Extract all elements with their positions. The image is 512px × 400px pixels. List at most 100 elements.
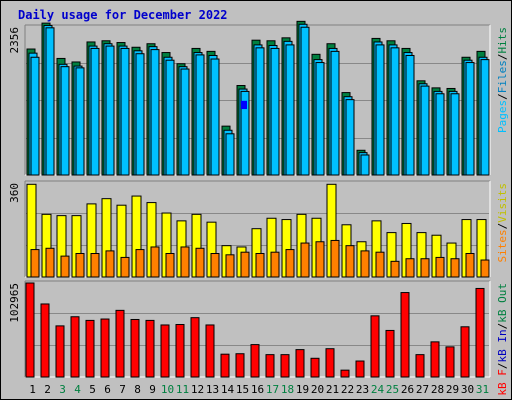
x-tick-label: 24 bbox=[371, 383, 385, 396]
sites-bar bbox=[390, 260, 400, 278]
kbytes-bar bbox=[115, 309, 125, 378]
kbytes-bar bbox=[235, 353, 245, 378]
sites-bar bbox=[255, 253, 265, 278]
sites-bar bbox=[195, 247, 205, 278]
sites-bar bbox=[435, 256, 445, 278]
pages-bar bbox=[465, 62, 475, 176]
legend-kbytes-part: kB Out bbox=[496, 283, 509, 323]
legend-kbytes-part: kB F bbox=[496, 369, 509, 396]
kbytes-bar bbox=[130, 318, 140, 378]
kbytes-bar bbox=[385, 329, 395, 378]
pages-bar bbox=[300, 26, 310, 176]
x-tick-label: 16 bbox=[251, 383, 264, 396]
x-tick-label: 4 bbox=[74, 383, 81, 396]
kbytes-bar bbox=[415, 354, 425, 378]
x-tick-label: 8 bbox=[134, 383, 141, 396]
kbytes-bar bbox=[205, 324, 215, 378]
sites-bar bbox=[225, 254, 235, 278]
kbytes-bar bbox=[190, 317, 200, 378]
pages-bar bbox=[225, 133, 235, 176]
kbytes-bar bbox=[250, 344, 260, 378]
kbytes-bar bbox=[40, 303, 50, 378]
x-tick-label: 27 bbox=[416, 383, 429, 396]
legend-kbytes-part: / bbox=[496, 323, 509, 330]
x-tick-label: 10 bbox=[161, 383, 174, 396]
chart-bars bbox=[25, 20, 490, 378]
sites-bar bbox=[60, 255, 70, 278]
pages-bar bbox=[105, 45, 115, 176]
sites-bar bbox=[165, 253, 175, 278]
max-label-hits: 2356 bbox=[8, 27, 21, 54]
x-tick-label: 20 bbox=[311, 383, 324, 396]
x-tick-label: 25 bbox=[386, 383, 399, 396]
pages-bar bbox=[480, 59, 490, 176]
legend-visits-part: / bbox=[496, 223, 509, 230]
kbytes-bar bbox=[340, 369, 350, 378]
kbytes-bar bbox=[220, 353, 230, 378]
kbytes-bar bbox=[460, 326, 470, 378]
legend-kbytes-part: / bbox=[496, 363, 509, 370]
kbytes-bar bbox=[325, 348, 335, 378]
sites-bar bbox=[420, 258, 430, 278]
pages-bar bbox=[195, 54, 205, 176]
sites-bar bbox=[330, 239, 340, 278]
x-tick-label: 15 bbox=[236, 383, 249, 396]
pages-bar bbox=[60, 66, 70, 176]
sites-bar bbox=[75, 253, 85, 278]
x-tick-label: 26 bbox=[401, 383, 414, 396]
max-label-kbytes: 102965 bbox=[8, 283, 21, 323]
kbytes-bar bbox=[100, 318, 110, 378]
sites-bar bbox=[480, 259, 490, 278]
pages-bar bbox=[180, 68, 190, 176]
sites-bar bbox=[345, 245, 355, 278]
kbytes-bar bbox=[85, 319, 95, 378]
pages-bar bbox=[90, 47, 100, 176]
pages-bar bbox=[150, 49, 160, 176]
sites-bar bbox=[150, 246, 160, 278]
pages-bar bbox=[435, 93, 445, 176]
kbytes-bar bbox=[370, 315, 380, 378]
pages-bar bbox=[165, 59, 175, 176]
pages-bar bbox=[270, 47, 280, 176]
x-tick-label: 28 bbox=[431, 383, 444, 396]
kbytes-bar bbox=[265, 354, 275, 378]
kbytes-bar bbox=[445, 346, 455, 378]
x-tick-label: 2 bbox=[44, 383, 51, 396]
pages-bar bbox=[360, 154, 370, 176]
pages-bar-highlight bbox=[241, 100, 247, 110]
kbytes-bar bbox=[295, 349, 305, 378]
pages-bar bbox=[345, 99, 355, 176]
sites-bar bbox=[120, 256, 130, 278]
x-tick-label: 21 bbox=[326, 383, 339, 396]
pages-bar bbox=[255, 47, 265, 176]
pages-bar bbox=[240, 90, 250, 176]
sites-bar bbox=[315, 241, 325, 278]
sites-bar bbox=[240, 251, 250, 278]
legend-kbytes: kB F/kB In/kB Out bbox=[496, 283, 509, 396]
sites-bar bbox=[360, 250, 370, 278]
chart-labels: 1 2 3 4 5 6 7 8 9 10 11 12 13 14 15 16 17 18 19 20 21 22 23 24 2… bbox=[8, 27, 509, 396]
x-tick-label: 31 bbox=[476, 383, 489, 396]
legend-hits-part: / bbox=[496, 93, 509, 100]
kbytes-bar bbox=[160, 324, 170, 378]
kbytes-bar bbox=[25, 282, 35, 378]
x-tick-label: 11 bbox=[176, 383, 189, 396]
pages-bar bbox=[450, 93, 460, 176]
pages-bar bbox=[75, 67, 85, 176]
legend-hits-part: / bbox=[496, 54, 509, 61]
kbytes-bar bbox=[280, 354, 290, 378]
x-tick-label: 29 bbox=[446, 383, 459, 396]
pages-bar bbox=[120, 47, 130, 176]
kbytes-bar bbox=[475, 287, 485, 378]
chart-title: Daily usage for December 2022 bbox=[18, 8, 228, 22]
sites-bar bbox=[300, 242, 310, 278]
pages-bar bbox=[30, 56, 40, 176]
pages-bar bbox=[45, 27, 55, 176]
x-tick-label: 6 bbox=[104, 383, 111, 396]
legend-hits-part: Hits bbox=[496, 27, 509, 54]
sites-bar bbox=[45, 247, 55, 278]
kbytes-bar bbox=[70, 316, 80, 378]
legend-visits-part: Visits bbox=[496, 183, 509, 223]
pages-bar bbox=[390, 47, 400, 176]
